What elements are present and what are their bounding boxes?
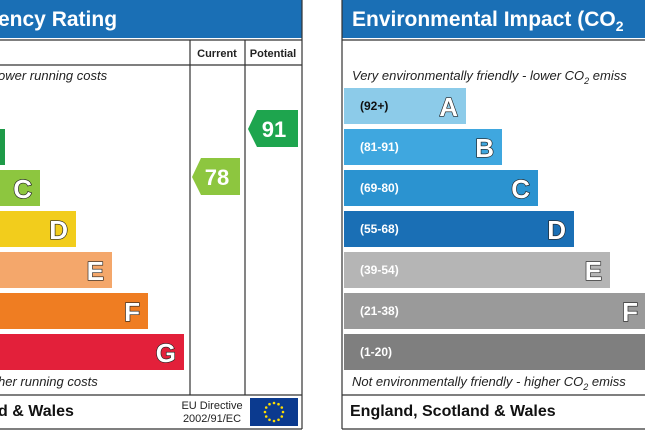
eu-flag: [250, 398, 298, 426]
text-part: Not environmentally friendly - higher CO: [352, 374, 583, 389]
band-letter: E: [585, 256, 602, 286]
star: [272, 401, 276, 405]
band-letter: A: [439, 92, 458, 122]
potential-arrow: [248, 110, 298, 147]
text-part: emiss: [589, 68, 627, 83]
star: [277, 418, 280, 422]
star: [268, 418, 271, 422]
band-letter: C: [13, 174, 32, 204]
directive: 2002/91/EC: [183, 413, 241, 425]
current-arrow: [192, 158, 240, 195]
rating-band: [0, 170, 40, 206]
text-part: 2: [582, 382, 588, 392]
band-range: (39-54): [360, 263, 399, 277]
star: [280, 415, 284, 418]
panel-title: ency Rating: [0, 8, 117, 31]
band-range: (55-68): [360, 222, 399, 236]
bottom-note: Not environmentally friendly - higher CO…: [352, 374, 626, 392]
band-letter: G: [156, 338, 176, 368]
star: [268, 402, 271, 406]
band-range: (1-20): [360, 345, 392, 359]
band-range: (81-91): [360, 140, 399, 154]
column-header: Current: [197, 48, 237, 60]
left-header-band: [0, 0, 302, 38]
text-part: Very environmentally friendly - lower CO: [352, 68, 584, 83]
star: [272, 419, 276, 423]
text-part: 2: [616, 18, 624, 34]
band-letter: D: [547, 215, 566, 245]
star: [264, 406, 268, 409]
rating-band: [344, 129, 502, 165]
band-range: (69-80): [360, 181, 399, 195]
band-letter: E: [87, 256, 104, 286]
band-letter: B: [475, 133, 494, 163]
band-letter: C: [511, 174, 530, 204]
star: [277, 402, 280, 406]
rating-band: [344, 334, 645, 370]
directive: EU Directive: [181, 400, 242, 412]
star: [264, 415, 268, 418]
rating-band: [344, 252, 610, 288]
rating-band: [0, 252, 112, 288]
potential-score: 91: [262, 117, 286, 142]
top-note: ower running costs: [0, 68, 108, 83]
panel-title: Environmental Impact (CO2: [352, 8, 624, 34]
rating-band: [344, 88, 466, 124]
footer: England, Scotland & Wales: [350, 403, 556, 420]
rating-band: [344, 211, 574, 247]
current-score: 78: [205, 165, 229, 190]
band-range: (21-38): [360, 304, 399, 318]
text-part: 2: [583, 76, 589, 86]
text-part: emiss: [588, 374, 626, 389]
bottom-note: her running costs: [0, 374, 98, 389]
footer: d & Wales: [0, 403, 74, 420]
text-part: Environmental Impact (CO: [352, 8, 616, 31]
star: [281, 410, 285, 414]
top-note: Very environmentally friendly - lower CO…: [352, 68, 627, 86]
rating-band: [0, 334, 184, 370]
band-letter: F: [124, 297, 140, 327]
band-range: (92+): [360, 99, 388, 113]
star: [263, 410, 267, 414]
star: [280, 406, 284, 409]
rating-band: [344, 293, 645, 329]
right-header-band: [342, 0, 645, 38]
band-letter: F: [622, 297, 638, 327]
band-letter: D: [49, 215, 68, 245]
band-b-partial: [0, 129, 5, 165]
rating-band: [0, 211, 76, 247]
column-header: Potential: [250, 48, 296, 60]
rating-band: [344, 170, 538, 206]
rating-band: [0, 293, 148, 329]
